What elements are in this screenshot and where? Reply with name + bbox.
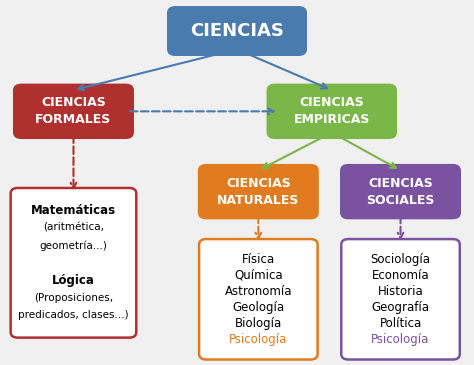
Text: Política: Política bbox=[379, 317, 422, 330]
FancyBboxPatch shape bbox=[199, 239, 318, 360]
FancyBboxPatch shape bbox=[11, 188, 137, 338]
Text: CIENCIAS: CIENCIAS bbox=[190, 22, 284, 40]
Text: CIENCIAS
SOCIALES: CIENCIAS SOCIALES bbox=[366, 177, 435, 207]
Text: (aritmética,: (aritmética, bbox=[43, 223, 104, 233]
Text: predicados, clases...): predicados, clases...) bbox=[18, 310, 129, 320]
Text: Psicología: Psicología bbox=[371, 333, 430, 346]
Text: (Proposiciones,: (Proposiciones, bbox=[34, 293, 113, 303]
Text: Matemáticas: Matemáticas bbox=[31, 204, 116, 217]
Text: Psicología: Psicología bbox=[229, 333, 288, 346]
Text: Geología: Geología bbox=[232, 301, 284, 314]
FancyBboxPatch shape bbox=[341, 239, 460, 360]
Text: Astronomía: Astronomía bbox=[225, 285, 292, 298]
Text: Historia: Historia bbox=[378, 285, 423, 298]
Text: Química: Química bbox=[234, 269, 283, 282]
FancyBboxPatch shape bbox=[168, 7, 306, 55]
Text: Economía: Economía bbox=[372, 269, 429, 282]
Text: Lógica: Lógica bbox=[52, 274, 95, 287]
Text: Biología: Biología bbox=[235, 317, 282, 330]
Text: Geografía: Geografía bbox=[372, 301, 429, 314]
Text: CIENCIAS
NATURALES: CIENCIAS NATURALES bbox=[217, 177, 300, 207]
Text: CIENCIAS
FORMALES: CIENCIAS FORMALES bbox=[36, 96, 111, 126]
Text: Física: Física bbox=[242, 253, 275, 266]
Text: geometría...): geometría...) bbox=[39, 240, 108, 251]
FancyBboxPatch shape bbox=[341, 165, 460, 218]
FancyBboxPatch shape bbox=[268, 85, 396, 138]
Text: Sociología: Sociología bbox=[371, 253, 430, 266]
Text: CIENCIAS
EMPIRICAS: CIENCIAS EMPIRICAS bbox=[293, 96, 370, 126]
FancyBboxPatch shape bbox=[14, 85, 133, 138]
FancyBboxPatch shape bbox=[199, 165, 318, 218]
